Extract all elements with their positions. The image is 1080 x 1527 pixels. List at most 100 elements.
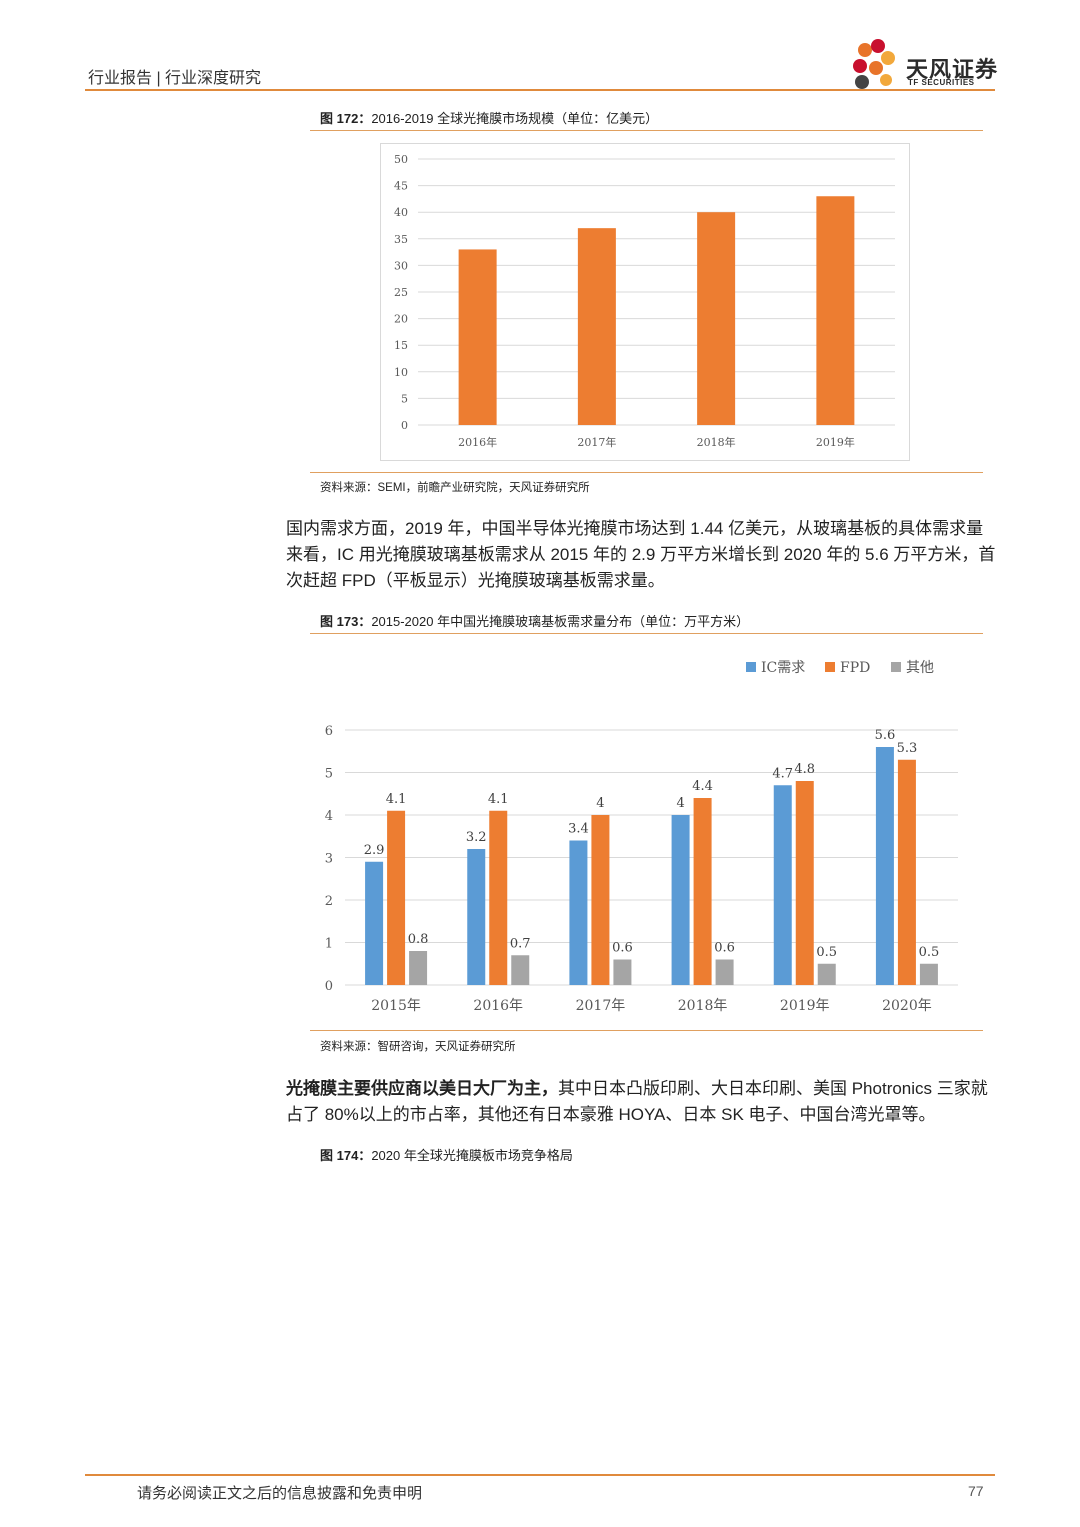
paragraph-suppliers-body: 其中日本凸版印刷、大日本印刷、美国 Photronics 三家就占了 80%以上… [286,1079,988,1124]
logo-name: 天风证券 [906,57,999,82]
paragraph-suppliers-lead: 光掩膜主要供应商以美日大厂为主， [286,1079,558,1098]
figure-173-label: 图 173： [320,614,372,629]
figure-174-label: 图 174： [320,1148,372,1163]
figure-172-source: 资料来源：SEMI，前瞻产业研究院，天风证券研究所 [320,482,590,494]
y-tick-label: 0 [401,419,408,432]
bar [919,963,938,985]
y-tick-label: 20 [394,313,408,326]
figure-173-top-rule [310,633,983,634]
tf-securities-logo-icon [853,39,895,89]
x-tick-label: 2018年 [678,998,728,1014]
legend-swatch [891,662,901,672]
bar [697,212,736,425]
chart-172: 0 5 10 15 20 25 30 35 40 45 50 2016年 2017年 2018年 2019年 [380,143,910,461]
figure-172-title: 图 172：2016-2019 全球光掩膜市场规模（单位：亿美元） [320,108,658,127]
logo-subtitle: TF SECURITIES [908,78,975,87]
bar [489,810,508,985]
bar [897,759,916,985]
bar [387,810,406,985]
bar [773,785,792,985]
legend-label: FPD [840,660,870,676]
bar [365,861,384,985]
x-tick-label: 2017年 [577,435,616,449]
figure-172-top-rule [310,130,983,131]
y-tick-label: 10 [394,366,408,379]
figure-172-caption: 2016-2019 全球光掩膜市场规模（单位：亿美元） [371,111,659,126]
bar [817,963,836,985]
figure-174-title: 图 174：2020 年全球光掩膜板市场竞争格局 [320,1145,573,1164]
y-tick-label: 30 [394,259,408,272]
y-tick-label: 15 [394,339,408,352]
x-tick-label: 2018年 [697,435,736,449]
data-label: 4.4 [692,779,713,794]
bar [875,747,894,985]
legend-swatch [825,662,835,672]
x-tick-label: 2015年 [371,998,421,1014]
footer-disclaimer: 请务必阅读正文之后的信息披露和免责申明 [137,1485,423,1502]
x-tick-label: 2016年 [458,435,497,449]
figure-172-label: 图 172： [320,111,372,126]
bar [671,815,690,985]
x-tick-label: 2020年 [882,998,932,1014]
bar [591,815,610,985]
bar [409,951,428,985]
figure-173-source: 资料来源：智研咨询，天风证券研究所 [320,1041,516,1053]
footer-divider [85,1474,995,1476]
y-tick-label: 5 [325,767,333,782]
data-label: 0.5 [919,945,940,960]
bar [467,849,486,985]
data-label: 3.4 [568,822,589,837]
x-tick-label: 2016年 [473,998,523,1014]
figure-174-caption: 2020 年全球光掩膜板市场竞争格局 [371,1148,573,1163]
chart-173: 0 1 2 3 4 5 6 2.9 4.1 0.8 2015年 3.2 4.1 0.7 2016年 3.4 4 0… [325,660,958,1014]
data-label: 5.6 [875,728,896,743]
report-header: 行业报告 | 行业深度研究 [88,70,262,87]
paragraph-domestic-demand: 国内需求方面，2019 年，中国半导体光掩膜市场达到 1.44 亿美元，从玻璃基… [286,519,996,590]
page-number: 77 [968,1483,984,1499]
figure-173-caption: 2015-2020 年中国光掩膜玻璃基板需求量分布（单位：万平方米） [371,614,750,629]
y-tick-label: 0 [325,979,333,994]
y-tick-label: 4 [325,809,333,824]
y-tick-label: 50 [394,153,408,166]
y-tick-label: 45 [394,180,408,193]
legend-label: IC需求 [761,660,805,676]
bar [511,955,530,985]
x-tick-label: 2019年 [816,435,855,449]
bar [613,959,632,985]
bar [795,781,814,985]
x-tick-label: 2017年 [576,998,626,1014]
data-label: 0.5 [816,945,837,960]
data-label: 0.7 [510,936,531,951]
data-label: 4.1 [488,792,509,807]
data-label: 4.8 [794,762,815,777]
data-label: 5.3 [897,741,918,756]
y-tick-label: 35 [394,233,408,246]
bar [458,249,497,425]
bar [693,798,712,985]
y-tick-label: 25 [394,286,408,299]
bar [816,196,855,425]
legend-label: 其他 [906,660,934,676]
figure-173-title: 图 173：2015-2020 年中国光掩膜玻璃基板需求量分布（单位：万平方米） [320,611,749,630]
y-tick-label: 2 [325,894,333,909]
legend-swatch [746,662,756,672]
x-tick-label: 2019年 [780,998,830,1014]
y-tick-label: 1 [325,937,333,952]
data-label: 0.6 [714,941,735,956]
data-label: 4 [676,796,684,811]
data-label: 3.2 [466,830,487,845]
data-label: 0.8 [408,932,429,947]
data-label: 2.9 [364,843,385,858]
data-label: 4 [596,796,604,811]
y-tick-label: 3 [325,852,333,867]
data-label: 0.6 [612,941,633,956]
bar [577,228,616,425]
figure-173-bottom-rule [310,1030,983,1031]
data-label: 4.7 [772,766,793,781]
y-tick-label: 5 [401,392,408,405]
data-label: 4.1 [386,792,407,807]
paragraph-suppliers: 光掩膜主要供应商以美日大厂为主，其中日本凸版印刷、大日本印刷、美国 Photro… [286,1076,996,1128]
bar [715,959,734,985]
y-tick-label: 6 [325,724,333,739]
y-tick-label: 40 [394,206,408,219]
